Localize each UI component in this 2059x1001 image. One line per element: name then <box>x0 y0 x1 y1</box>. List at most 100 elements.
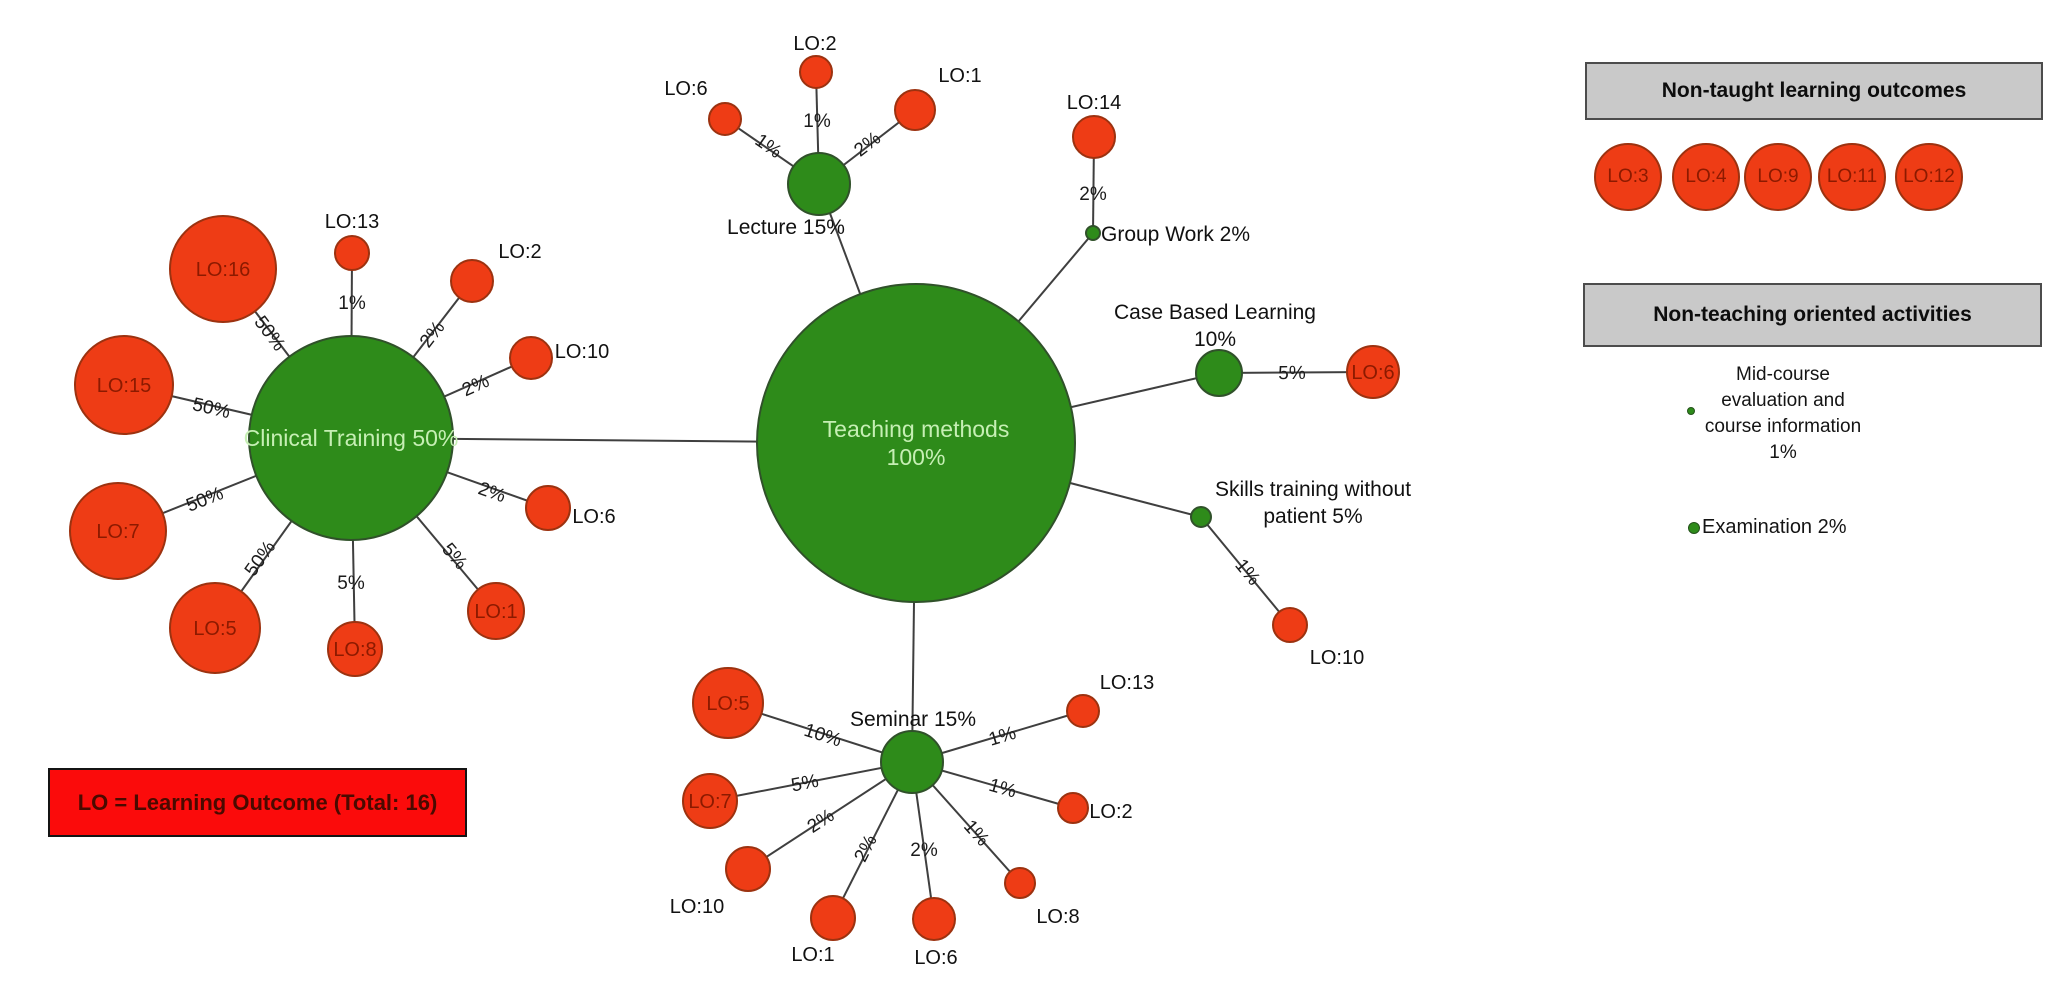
node-label-group-work: Group Work 2% <box>1101 223 1250 246</box>
edge-seminar--sem-lo7 <box>709 761 913 802</box>
edge-pct-clinical-training--ct-lo13: 1% <box>338 293 366 314</box>
node-label-teaching-methods: Teaching methods <box>823 416 1010 442</box>
node-label-sem-lo2: LO:2 <box>1089 801 1132 823</box>
node-label-seminar: Seminar 15% <box>850 708 976 731</box>
node-label-ct-lo10: LO:10 <box>555 341 609 363</box>
outcome-node-lec-lo6 <box>708 102 742 136</box>
mid-course-line: Mid-course <box>1736 364 1830 385</box>
examination-activity-label: Examination 2% <box>1702 516 1847 538</box>
node-label-case-based-learning: 10% <box>1194 328 1236 351</box>
outcome-node-sem-lo2 <box>1057 792 1089 824</box>
edge-pct-seminar--sem-lo7: 5% <box>789 771 820 797</box>
lo-legend-box: LO = Learning Outcome (Total: 16) <box>48 768 467 837</box>
node-label-clinical-training: Clinical Training 50% <box>244 425 459 451</box>
node-label-ct-lo16: LO:16 <box>196 259 250 281</box>
node-label-lec-lo2: LO:2 <box>793 33 836 55</box>
outcome-node-ct-lo2 <box>450 259 494 303</box>
node-label-ct-lo15: LO:15 <box>97 375 151 397</box>
method-node-lecture <box>787 152 851 216</box>
edge-pct-skills-training--st-lo10: 1% <box>1230 555 1264 590</box>
node-label-ct-lo8: LO:8 <box>333 639 376 661</box>
edge-pct-seminar--sem-lo1: 2% <box>851 831 882 865</box>
node-label-sem-lo5: LO:5 <box>706 693 749 715</box>
outcome-node-sem-lo5 <box>692 667 764 739</box>
method-node-group-work <box>1085 225 1101 241</box>
outcome-node-ct-lo1 <box>467 582 525 640</box>
node-label-cbl-lo6: LO:6 <box>1351 362 1394 384</box>
outcome-node-ct-lo6 <box>525 485 571 531</box>
edge-pct-group-work--gw-lo14: 2% <box>1079 184 1107 205</box>
node-label-lecture: Lecture 15% <box>727 216 845 239</box>
examination-dot-icon <box>1688 522 1700 534</box>
node-label-gw-lo14: LO:14 <box>1067 92 1121 114</box>
non-teaching-activities-header: Non-teaching oriented activities <box>1583 283 2042 347</box>
outcome-node-st-lo10 <box>1272 607 1308 643</box>
outcome-node-sem-lo1 <box>810 895 856 941</box>
node-label-ct-lo5: LO:5 <box>193 618 236 640</box>
non-taught-lo-chip: LO:9 <box>1744 143 1812 211</box>
mid-course-dot-icon <box>1687 407 1695 415</box>
edge-pct-clinical-training--ct-lo8: 5% <box>337 573 365 594</box>
outcome-node-lec-lo2 <box>799 55 833 89</box>
node-label-skills-training: Skills training without <box>1215 478 1411 501</box>
edge-pct-seminar--sem-lo10: 2% <box>804 805 839 838</box>
outcome-node-ct-lo7 <box>69 482 167 580</box>
edge-pct-seminar--sem-lo2: 1% <box>986 775 1018 803</box>
edge-pct-seminar--sem-lo13: 1% <box>986 723 1018 751</box>
node-label-sem-lo1: LO:1 <box>791 944 834 966</box>
node-label-skills-training: patient 5% <box>1263 505 1362 528</box>
node-label-ct-lo6: LO:6 <box>572 506 615 528</box>
edge-pct-seminar--sem-lo6: 2% <box>910 840 938 861</box>
outcome-node-sem-lo10 <box>725 846 771 892</box>
outcome-node-sem-lo7 <box>682 773 738 829</box>
mid-course-line: course information <box>1704 416 1862 437</box>
non-taught-lo-chip: LO:12 <box>1895 143 1963 211</box>
outcome-node-ct-lo15 <box>74 335 174 435</box>
outcome-node-gw-lo14 <box>1072 115 1116 159</box>
node-label-teaching-methods: 100% <box>887 444 946 470</box>
outcome-node-ct-lo5 <box>169 582 261 674</box>
outcome-node-ct-lo13 <box>334 235 370 271</box>
outcome-node-sem-lo6 <box>912 897 956 941</box>
method-node-teaching-methods <box>756 283 1076 603</box>
outcome-node-ct-lo8 <box>327 621 383 677</box>
mid-course-line: evaluation and <box>1721 390 1845 411</box>
node-label-lec-lo1: LO:1 <box>938 65 981 87</box>
node-label-ct-lo7: LO:7 <box>96 521 139 543</box>
edge-pct-clinical-training--ct-lo6: 2% <box>475 478 508 507</box>
method-node-seminar <box>880 730 944 794</box>
edge-pct-lecture--lec-lo2: 1% <box>803 111 831 132</box>
outcome-node-sem-lo8 <box>1004 867 1036 899</box>
mid-course-activity-label: Mid-course evaluation and course informa… <box>1693 362 1873 466</box>
node-label-st-lo10: LO:10 <box>1310 647 1364 669</box>
node-label-ct-lo13: LO:13 <box>325 211 379 233</box>
edge-seminar--sem-lo10 <box>747 761 913 870</box>
edge-pct-case-based-learning--cbl-lo6: 5% <box>1278 363 1306 384</box>
outcome-node-sem-lo13 <box>1066 694 1100 728</box>
mid-course-line: 1% <box>1769 442 1797 463</box>
edge-pct-clinical-training--ct-lo7: 50% <box>183 483 226 517</box>
node-label-sem-lo6: LO:6 <box>914 947 957 969</box>
outcome-node-lec-lo1 <box>894 89 936 131</box>
node-label-ct-lo1: LO:1 <box>474 601 517 623</box>
edge-skills-training--st-lo10 <box>1200 516 1291 626</box>
node-label-sem-lo7: LO:7 <box>688 791 731 813</box>
edge-pct-clinical-training--ct-lo15: 50% <box>190 394 232 423</box>
edge-pct-seminar--sem-lo5: 10% <box>801 720 844 752</box>
edge-pct-clinical-training--ct-lo1: 5% <box>437 539 471 574</box>
non-taught-lo-chip: LO:3 <box>1594 143 1662 211</box>
method-node-clinical-training <box>248 335 454 541</box>
non-taught-lo-chip: LO:4 <box>1672 143 1740 211</box>
non-taught-lo-chip: LO:11 <box>1818 143 1886 211</box>
node-label-sem-lo10: LO:10 <box>670 896 724 918</box>
method-node-case-based-learning <box>1195 349 1243 397</box>
non-taught-outcomes-header: Non-taught learning outcomes <box>1585 62 2043 120</box>
outcome-node-ct-lo10 <box>509 336 553 380</box>
outcome-node-ct-lo16 <box>169 215 277 323</box>
node-label-sem-lo13: LO:13 <box>1100 672 1154 694</box>
node-label-sem-lo8: LO:8 <box>1036 906 1079 928</box>
node-label-case-based-learning: Case Based Learning <box>1114 301 1316 324</box>
node-label-lec-lo6: LO:6 <box>664 78 707 100</box>
